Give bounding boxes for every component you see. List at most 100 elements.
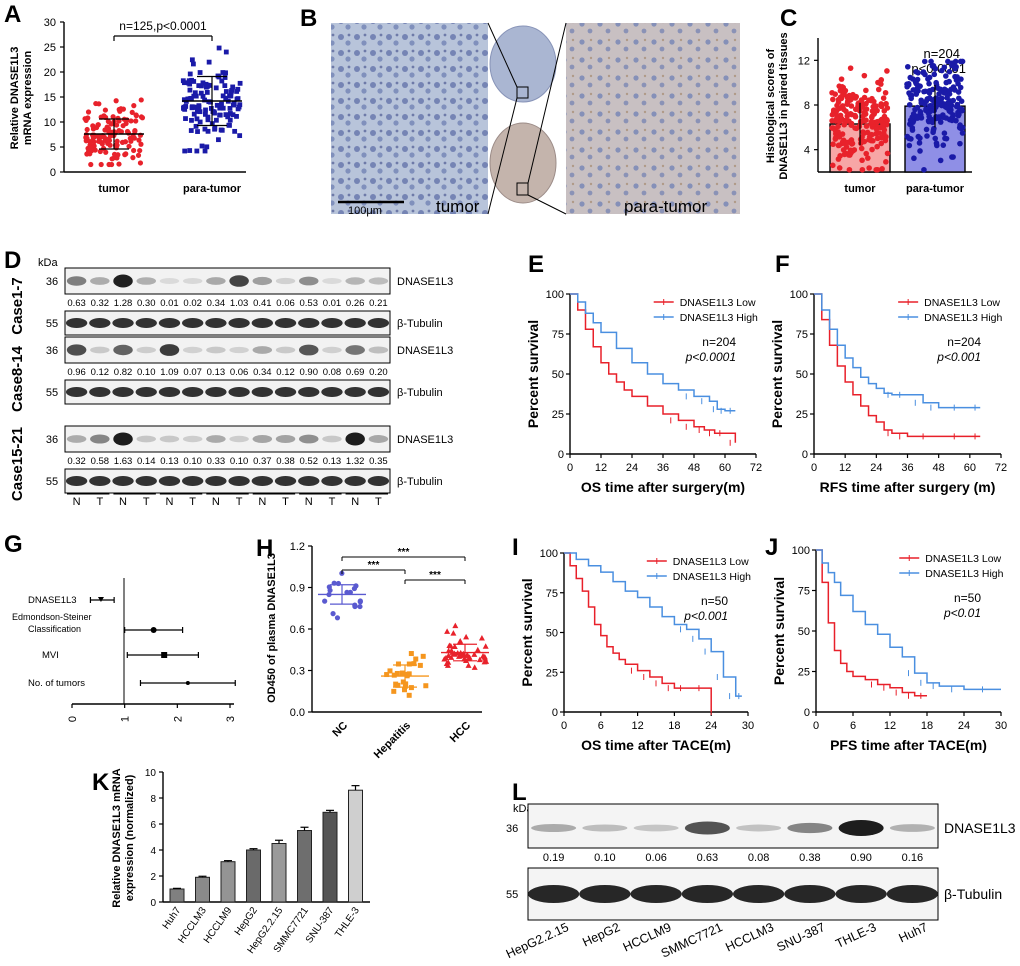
x-tick-label: 0 [67, 716, 79, 722]
data-point [863, 123, 870, 129]
data-point [835, 142, 842, 149]
data-point [866, 165, 872, 171]
blot-band [229, 435, 249, 443]
blot-band [367, 387, 390, 397]
y-tick-label: 4 [804, 145, 810, 157]
sample-size: n=204 [947, 335, 981, 349]
y-tick-label: 50 [552, 369, 564, 381]
data-point [189, 57, 195, 63]
blot-band [136, 346, 156, 354]
data-point [910, 119, 916, 125]
lane-label: Huh7 [897, 920, 930, 945]
estimate-marker [161, 652, 168, 658]
data-point [884, 150, 891, 157]
lane-label: N [305, 496, 313, 508]
data-point [194, 116, 200, 122]
data-point [443, 660, 450, 667]
band-value: 0.34 [253, 367, 272, 378]
data-point [930, 129, 936, 136]
data-point [182, 148, 188, 154]
y-axis-label: Histological scores ofDNASE1L3 in paired… [765, 32, 790, 179]
band-value: 1.03 [230, 298, 249, 309]
data-point [125, 130, 132, 136]
lane-label: T [375, 496, 382, 508]
data-point [876, 130, 883, 136]
data-point [126, 143, 132, 149]
blot-band [158, 387, 181, 397]
blot-band [299, 434, 319, 444]
case-box [4, 337, 27, 419]
band-label: DNASE1L3 [944, 820, 1016, 836]
x-tick-label: tumor [844, 183, 876, 195]
data-point [957, 122, 963, 128]
blot-band [889, 824, 935, 832]
data-point [940, 142, 947, 148]
band-value: 0.07 [183, 367, 202, 378]
blot-band [345, 432, 365, 446]
data-point [395, 682, 401, 688]
data-point [457, 638, 464, 644]
data-point [187, 71, 193, 77]
data-point [399, 670, 405, 676]
data-point [869, 113, 875, 120]
blot-band [182, 277, 203, 285]
band-value: 0.63 [67, 298, 86, 309]
data-point [935, 114, 941, 121]
survival-curve [570, 293, 737, 443]
data-point [915, 69, 921, 76]
kda-marker: 36 [46, 434, 58, 446]
data-point [947, 109, 954, 115]
blot-band [158, 476, 181, 486]
data-point [131, 135, 137, 141]
data-point [931, 107, 938, 114]
y-tick-label: 75 [546, 588, 558, 600]
data-point [417, 662, 423, 668]
data-point [952, 58, 959, 65]
x-tick-label: THLE-3 [333, 905, 362, 940]
data-point [216, 45, 222, 51]
data-point [926, 80, 932, 87]
blot-band [159, 277, 180, 285]
data-point [931, 71, 938, 78]
data-point [843, 150, 850, 157]
blot-band [344, 476, 366, 486]
blot-band [835, 885, 887, 903]
blot-band [630, 885, 682, 903]
blot-band [733, 885, 785, 903]
scale-bar-label: 100μm [348, 205, 382, 217]
blot-band [275, 346, 296, 354]
blot-band [90, 434, 110, 444]
band-value: 0.90 [300, 367, 319, 378]
y-tick-label: 0 [150, 898, 156, 909]
blot-band [135, 476, 157, 486]
y-tick-label: 75 [796, 329, 808, 341]
blot-band [345, 277, 365, 285]
survival-curve [570, 293, 736, 412]
data-point [445, 652, 452, 658]
data-point [227, 117, 233, 123]
data-point [921, 88, 927, 95]
kda-marker: 55 [506, 889, 518, 901]
data-point [858, 145, 865, 152]
data-point [411, 661, 417, 667]
band-value: 0.08 [748, 852, 769, 864]
data-point [943, 73, 949, 79]
estimate-marker [185, 681, 190, 685]
band-value: 0.08 [323, 367, 342, 378]
data-point [97, 148, 103, 155]
data-point [114, 138, 120, 144]
data-point [953, 103, 960, 110]
bar [195, 876, 210, 903]
bar [246, 849, 261, 903]
panel-label-j: J [765, 534, 778, 561]
data-point [237, 102, 243, 108]
data-point [906, 90, 912, 96]
data-point [852, 113, 859, 120]
data-point [187, 87, 193, 93]
bar [271, 843, 287, 903]
data-point [234, 113, 239, 119]
data-point [939, 67, 945, 74]
data-point [926, 90, 933, 96]
blot-band [633, 824, 679, 832]
